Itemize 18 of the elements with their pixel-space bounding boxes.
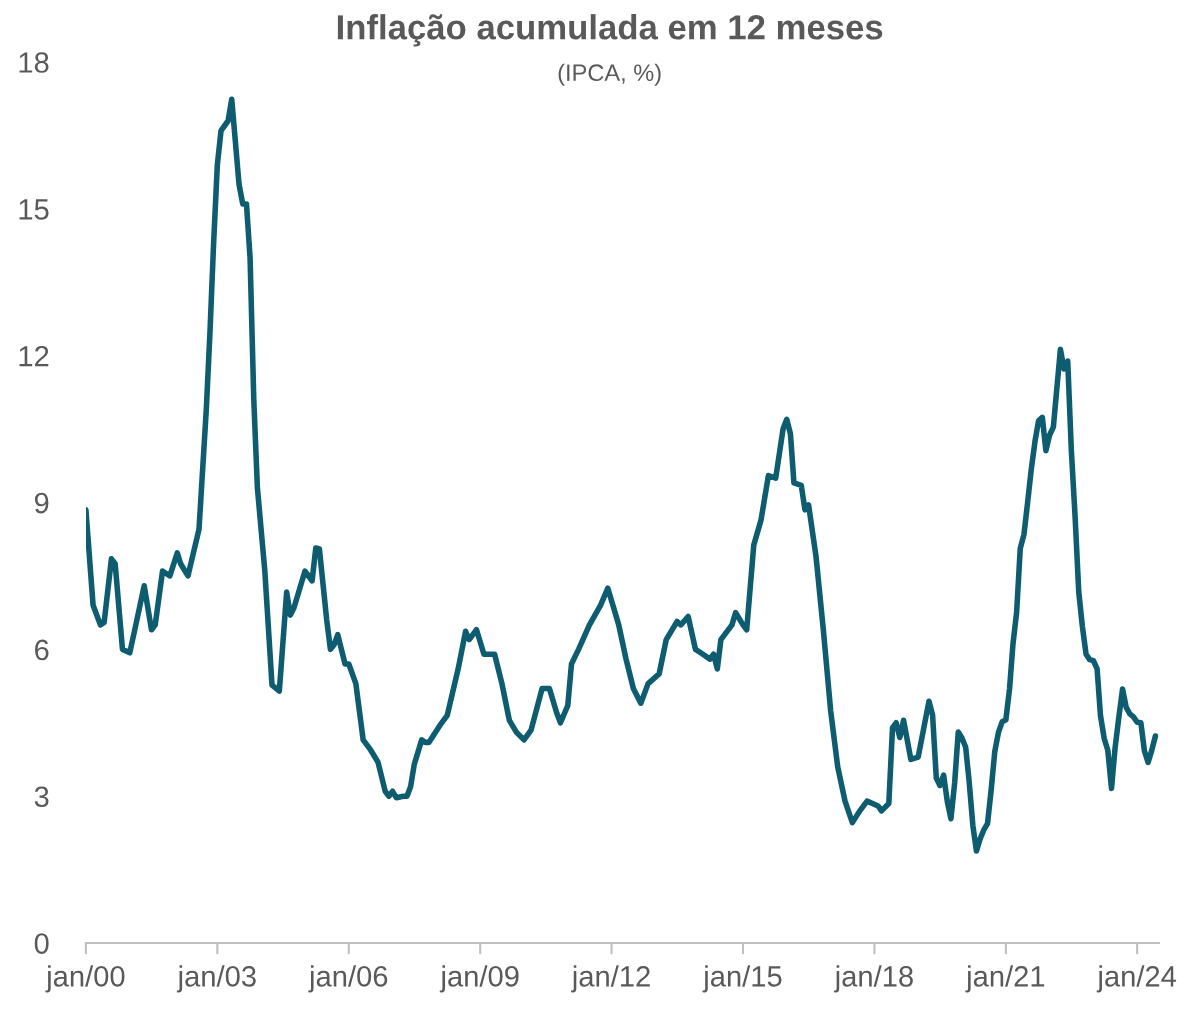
x-tick-label: jan/18 [833, 965, 913, 993]
y-tick-label: 0 [34, 933, 49, 954]
y-tick-label: 12 [19, 345, 49, 367]
x-tick-label: jan/12 [571, 965, 650, 993]
x-tick-label: jan/09 [439, 965, 519, 993]
x-tick-label: jan/00 [45, 965, 125, 993]
x-tick-label: jan/21 [965, 965, 1045, 993]
y-tick-label: 6 [35, 639, 49, 661]
x-tick-label: jan/24 [1096, 965, 1177, 993]
x-tick-label: jan/03 [176, 965, 256, 993]
y-tick-label: 9 [34, 492, 49, 514]
x-tick-label: jan/15 [702, 965, 782, 993]
chart-subtitle: (IPCA, %) [558, 63, 661, 86]
x-tick-label: jan/06 [308, 965, 388, 993]
y-tick-label: 3 [34, 786, 49, 808]
y-tick-label: 15 [19, 199, 49, 220]
y-tick-label: 18 [19, 52, 49, 73]
chart-title: Inflação acumulada em 12 meses [337, 14, 883, 47]
